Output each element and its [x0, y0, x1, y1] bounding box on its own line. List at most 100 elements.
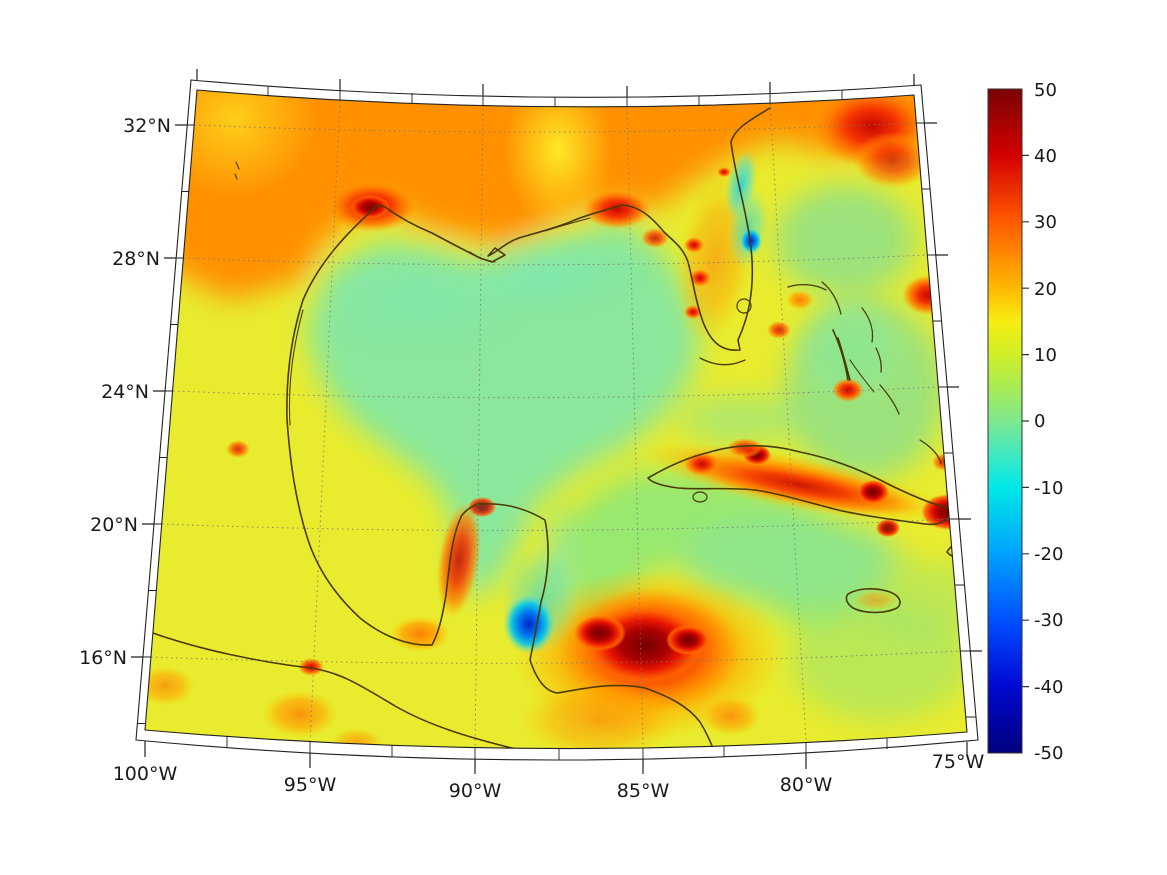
graticule: [150, 98, 961, 749]
lake-okeechobee: [736, 298, 752, 314]
pacific-coast-red: [298, 658, 324, 676]
cuba-core-3: [876, 519, 900, 537]
coldspot-belize-blue: [503, 594, 555, 654]
cbar-label-10: 10: [1034, 345, 1057, 366]
colorbar-ticks: [1022, 154, 1029, 688]
hotspot-long-island: [832, 378, 864, 402]
lat-label-20n: 20°N: [90, 514, 138, 536]
top-yellow-wedge: [503, 90, 613, 228]
cbar-label-m10: -10: [1034, 478, 1063, 499]
cbar-label-m40: -40: [1034, 677, 1063, 698]
lat-label-28n: 28°N: [112, 248, 160, 270]
hotspot-panhandle: [641, 228, 669, 248]
hotspot-fl-offshore: [767, 321, 791, 339]
parallel-24n: [172, 386, 939, 399]
sw-orange-1: [262, 690, 338, 738]
jamaica-orange: [853, 590, 897, 610]
frame-outer: [135, 79, 979, 761]
hotspot-abaco: [786, 290, 814, 310]
lat-label-16n: 16°N: [79, 647, 127, 669]
frame-dividers: [137, 86, 976, 760]
cuba-core-2: [857, 480, 889, 504]
small-lakes-texas: [234, 161, 240, 180]
lon-label-75w: 75°W: [932, 751, 985, 773]
bahamas-exuma: [849, 359, 875, 393]
honduras-lobe-2: [666, 625, 710, 655]
bahamas-crooked: [919, 439, 942, 464]
cbar-label-20: 20: [1034, 279, 1057, 300]
colorbar: 50 40 30 20 10 0 -10 -20 -30 -40 -50: [987, 80, 1063, 764]
south-cuba-green: [680, 515, 900, 605]
colorbar-gradient: [987, 88, 1023, 754]
gulf-cyan-2: [445, 230, 645, 320]
cbar-label-30: 30: [1034, 212, 1057, 233]
coast-gulf-mainland: [286, 107, 771, 749]
south-cuba-orange: [701, 696, 761, 736]
cbar-label-40: 40: [1034, 146, 1057, 167]
campeche-orange: [390, 616, 450, 652]
cuba-red-band: [680, 455, 920, 515]
isla-juventud: [692, 491, 708, 503]
frame-inner: [144, 89, 968, 750]
sw-orange-3: [331, 728, 383, 749]
parallel-28n: [182, 254, 928, 266]
cbar-label-0: 0: [1034, 411, 1045, 432]
parallel-32n: [193, 122, 917, 133]
map-area: [145, 90, 967, 749]
bahamas-long-island: [879, 384, 900, 415]
cbar-label-m50: -50: [1034, 743, 1063, 764]
bahamas-andros: [832, 329, 851, 381]
topleft-yellow: [150, 90, 320, 200]
hotspot-right-edge-27n: [902, 275, 954, 315]
mississippi-sound-detail: [469, 217, 591, 263]
lon-label-100w: 100°W: [113, 763, 178, 785]
bahamas-grand-bahama: [787, 283, 827, 291]
straits-green: [680, 395, 800, 445]
florida-keys: [699, 357, 746, 366]
lat-label-24n: 24°N: [101, 381, 149, 403]
coastlines: [149, 107, 967, 749]
lat-label-32n: 32°N: [123, 115, 171, 137]
meridian-80w: [769, 98, 807, 742]
lon-axis-labels: 100°W 95°W 90°W 85°W 80°W 75°W: [113, 751, 985, 802]
atlantic-green-1: [775, 185, 915, 295]
lon-label-95w: 95°W: [284, 774, 337, 796]
lon-label-90w: 90°W: [449, 780, 502, 802]
bahamas-abaco: [821, 281, 842, 315]
cbar-label-m20: -20: [1034, 544, 1063, 565]
cbar-label-50: 50: [1034, 80, 1057, 101]
se-green-2: [860, 560, 967, 640]
colorbar-labels: 50 40 30 20 10 0 -10 -20 -30 -40 -50: [1034, 80, 1063, 764]
texas-barrier-island: [288, 309, 304, 426]
bahamas-cat: [875, 347, 882, 373]
hotspot-fl-east-dot: [717, 167, 731, 177]
cbar-label-m30: -30: [1034, 610, 1063, 631]
bahamas-bank-green: [790, 290, 910, 410]
mexico-coast-dot: [226, 440, 250, 458]
cuba-nw-red: [684, 452, 720, 476]
yucatan-tip-red: [468, 497, 496, 517]
hotspot-texas-core: [350, 195, 390, 219]
cuba-outline: [647, 444, 953, 526]
meridian-95w: [309, 100, 341, 745]
hotspot-ne-corner2: [853, 132, 933, 188]
coast-pacific-mexico: [149, 631, 526, 749]
bahamas-eleuthera: [861, 307, 874, 343]
havana-red: [727, 438, 763, 458]
lon-label-80w: 80°W: [780, 774, 833, 796]
map-frame: [131, 69, 982, 774]
parallel-16n: [150, 650, 961, 664]
sw-orange-2: [145, 666, 195, 706]
hotspot-fl-west-3: [684, 305, 702, 319]
lat-axis-labels: 32°N 28°N 24°N 20°N 16°N: [79, 115, 171, 669]
jamaica-outline: [845, 588, 901, 614]
yucatan-west-band: [436, 502, 482, 618]
honduras-lobe-1: [574, 615, 626, 651]
hotspot-mississippi: [583, 189, 651, 229]
frame-outer-ticks: [131, 69, 982, 774]
hotspot-fl-west-2: [689, 269, 711, 287]
hotspot-fl-west-1: [684, 237, 704, 253]
lon-label-85w: 85°W: [617, 780, 670, 802]
